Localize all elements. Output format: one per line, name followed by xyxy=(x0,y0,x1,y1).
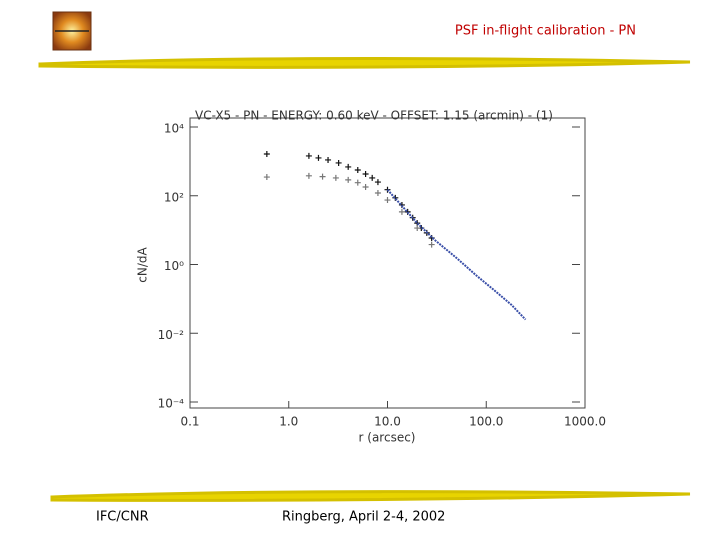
data-point xyxy=(374,190,381,197)
x-tick-label: 100.0 xyxy=(469,415,503,429)
data-point xyxy=(263,174,270,181)
x-axis-label: r (arcsec) xyxy=(359,431,416,445)
y-axis-label: cN/dA xyxy=(136,246,150,282)
y-tick-label: 10⁻² xyxy=(158,328,185,342)
x-tick-label: 1000.0 xyxy=(564,415,606,429)
data-point xyxy=(369,174,376,181)
slide-title: PSF in-flight calibration - PN xyxy=(455,24,636,39)
data-point xyxy=(362,170,369,177)
data-point xyxy=(428,241,435,248)
data-point xyxy=(384,197,391,204)
plot-frame xyxy=(189,117,586,409)
y-tick-label: 10² xyxy=(164,190,184,204)
y-tick-label: 10⁰ xyxy=(164,259,184,273)
y-tick-label: 10⁴ xyxy=(164,122,184,136)
data-point xyxy=(332,174,339,181)
data-point xyxy=(319,173,326,180)
data-point xyxy=(414,225,421,232)
data-point xyxy=(354,167,361,174)
data-point xyxy=(325,156,332,163)
data-point xyxy=(362,183,369,190)
x-tick-label: 10.0 xyxy=(374,415,401,429)
data-point xyxy=(398,208,405,215)
x-tick-label: 1.0 xyxy=(279,415,298,429)
x-tick-label: 0.1 xyxy=(180,415,199,429)
y-tick-label: 10⁻⁴ xyxy=(158,397,185,411)
data-point xyxy=(354,179,361,186)
data-point xyxy=(345,163,352,170)
data-point xyxy=(305,152,312,159)
footer-center: Ringberg, April 2-4, 2002 xyxy=(282,510,445,525)
data-point xyxy=(305,172,312,179)
footer-stroke xyxy=(50,490,691,502)
data-point xyxy=(345,176,352,183)
data-point xyxy=(263,150,270,157)
chart-title: VC-X5 - PN - ENERGY: 0.60 keV - OFFSET: … xyxy=(195,109,553,123)
footer-left: IFC/CNR xyxy=(96,510,149,525)
data-point xyxy=(335,159,342,166)
data-point xyxy=(374,179,381,186)
header-stroke xyxy=(38,56,691,69)
data-point xyxy=(404,208,411,215)
plot: 0.1 1.0 10.0 100.0 1000.0 10⁴ 10² 10⁰ 10⁻² 10⁻⁴ xyxy=(158,122,606,429)
model-line xyxy=(386,189,527,321)
data-point xyxy=(315,154,322,161)
